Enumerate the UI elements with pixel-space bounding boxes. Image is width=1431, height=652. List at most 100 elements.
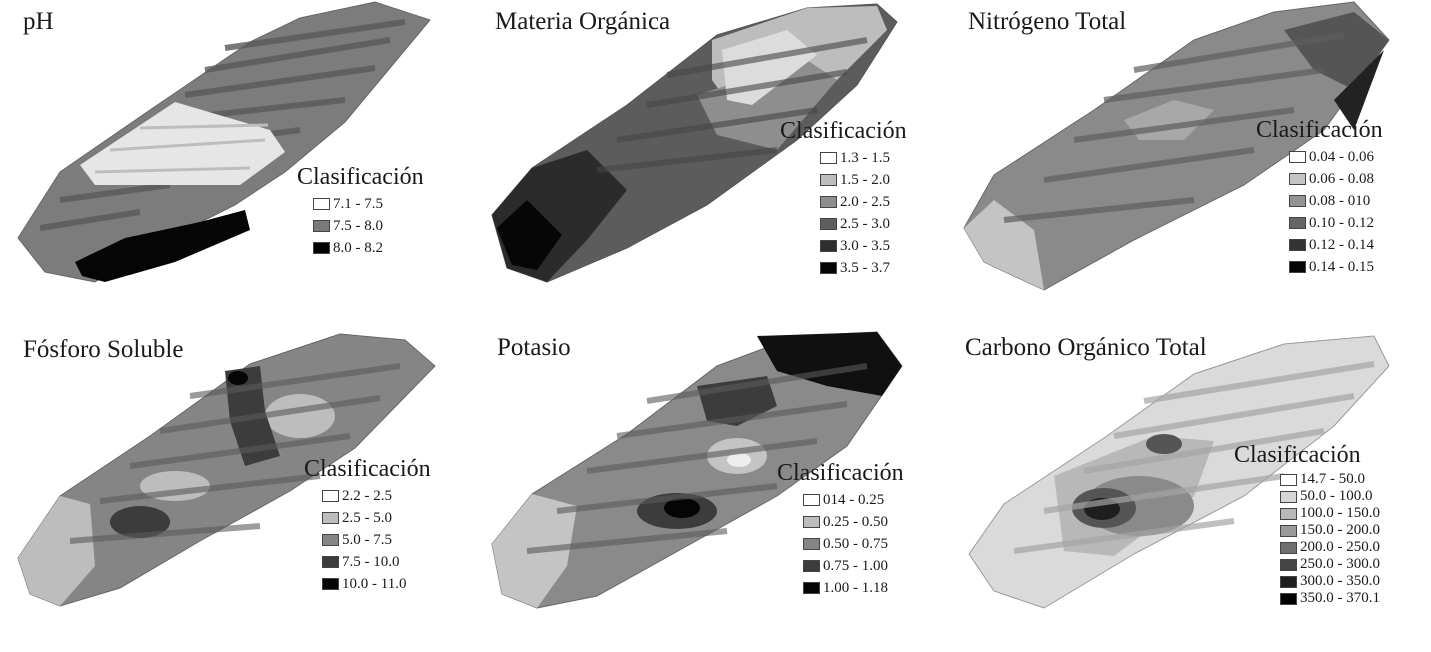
panel-title: Fósforo Soluble bbox=[23, 336, 184, 363]
legend-item: 1.00 - 1.18 bbox=[803, 577, 904, 599]
legend: Clasificación 2.2 - 2.5 2.5 - 5.0 5.0 - 7.… bbox=[304, 456, 431, 595]
legend-item: 0.75 - 1.00 bbox=[803, 555, 904, 577]
legend-label: 3.0 - 3.5 bbox=[840, 237, 890, 254]
legend-item: 10.0 - 11.0 bbox=[322, 573, 431, 595]
legend: Clasificación 014 - 0.25 0.25 - 0.50 0.50 … bbox=[777, 460, 904, 599]
legend-title: Clasificación bbox=[297, 164, 424, 190]
legend-swatch bbox=[313, 198, 330, 210]
legend-label: 250.0 - 300.0 bbox=[1300, 556, 1380, 572]
legend-swatch bbox=[803, 560, 820, 572]
legend-item: 0.50 - 0.75 bbox=[803, 533, 904, 555]
legend-swatch bbox=[322, 578, 339, 590]
legend-item: 7.5 - 10.0 bbox=[322, 551, 431, 573]
legend-label: 100.0 - 150.0 bbox=[1300, 505, 1380, 521]
map-panel-carbono-organico-total: Carbono Orgánico Total Clasificación 14.… bbox=[954, 326, 1431, 652]
legend-item: 0.25 - 0.50 bbox=[803, 511, 904, 533]
legend-label: 3.5 - 3.7 bbox=[840, 259, 890, 276]
panel-title: Carbono Orgánico Total bbox=[965, 334, 1207, 361]
legend-item: 0.04 - 0.06 bbox=[1289, 146, 1383, 168]
legend-item: 0.06 - 0.08 bbox=[1289, 168, 1383, 190]
legend-swatch bbox=[803, 538, 820, 550]
legend-swatch bbox=[820, 262, 837, 274]
legend-label: 0.12 - 0.14 bbox=[1309, 236, 1374, 253]
legend-swatch bbox=[803, 516, 820, 528]
map-panel-materia-organica: Materia Orgánica Clasificación 1.3 - 1.5… bbox=[477, 0, 954, 326]
legend-label: 0.04 - 0.06 bbox=[1309, 148, 1374, 165]
panel-title: Nitrógeno Total bbox=[968, 8, 1127, 35]
legend-label: 150.0 - 200.0 bbox=[1300, 522, 1380, 538]
legend-item: 5.0 - 7.5 bbox=[322, 529, 431, 551]
legend-swatch bbox=[820, 218, 837, 230]
legend-label: 50.0 - 100.0 bbox=[1300, 488, 1373, 504]
legend-label: 200.0 - 250.0 bbox=[1300, 539, 1380, 555]
legend-item: 50.0 - 100.0 bbox=[1280, 488, 1380, 505]
legend: Clasificación 14.7 - 50.0 50.0 - 100.0 100… bbox=[1234, 442, 1380, 607]
legend: Clasificación 7.1 - 7.5 7.5 - 8.0 8.0 - 8.… bbox=[297, 164, 424, 259]
legend-swatch bbox=[1289, 261, 1306, 273]
legend-label: 7.5 - 10.0 bbox=[342, 553, 400, 570]
legend-item: 7.1 - 7.5 bbox=[313, 193, 424, 215]
map-panel-potasio: Potasio Clasificación 014 - 0.25 0.25 - 0… bbox=[477, 326, 954, 652]
legend-swatch bbox=[1280, 524, 1297, 537]
legend-swatch bbox=[820, 152, 837, 164]
legend-label: 014 - 0.25 bbox=[823, 491, 885, 508]
panel-title: pH bbox=[23, 8, 54, 35]
legend-item: 2.5 - 5.0 bbox=[322, 507, 431, 529]
legend-item: 300.0 - 350.0 bbox=[1280, 573, 1380, 590]
legend-swatch bbox=[1289, 217, 1306, 229]
legend-title: Clasificación bbox=[1234, 442, 1361, 468]
map-panel-ph: pH Clasificación 7.1 - 7.5 7.5 - 8.0 8.0 -… bbox=[0, 0, 477, 326]
legend-label: 0.14 - 0.15 bbox=[1309, 258, 1374, 275]
legend-swatch bbox=[1280, 473, 1297, 486]
legend-swatch bbox=[1280, 558, 1297, 571]
legend-label: 7.1 - 7.5 bbox=[333, 195, 383, 212]
legend-item: 2.2 - 2.5 bbox=[322, 485, 431, 507]
legend-label: 2.0 - 2.5 bbox=[840, 193, 890, 210]
map-panel-nitrogeno-total: Nitrógeno Total Clasificación 0.04 - 0.0… bbox=[954, 0, 1431, 326]
legend-label: 10.0 - 11.0 bbox=[342, 575, 407, 592]
legend-item: 350.0 - 370.1 bbox=[1280, 590, 1380, 607]
legend-label: 0.10 - 0.12 bbox=[1309, 214, 1374, 231]
terrain-map-nitrogeno-total bbox=[963, 1, 1390, 291]
legend-label: 300.0 - 350.0 bbox=[1300, 573, 1380, 589]
legend-item: 1.5 - 2.0 bbox=[820, 169, 907, 191]
legend: Clasificación 1.3 - 1.5 1.5 - 2.0 2.0 - 2.… bbox=[780, 118, 907, 279]
legend-swatch bbox=[803, 494, 820, 506]
legend-swatch bbox=[803, 582, 820, 594]
legend-item: 200.0 - 250.0 bbox=[1280, 539, 1380, 556]
legend-item: 14.7 - 50.0 bbox=[1280, 471, 1380, 488]
legend-item: 250.0 - 300.0 bbox=[1280, 556, 1380, 573]
legend-swatch bbox=[1280, 541, 1297, 554]
legend-swatch bbox=[1289, 151, 1306, 163]
legend-swatch bbox=[1280, 490, 1297, 503]
legend-label: 5.0 - 7.5 bbox=[342, 531, 392, 548]
legend-label: 2.2 - 2.5 bbox=[342, 487, 392, 504]
legend-label: 8.0 - 8.2 bbox=[333, 239, 383, 256]
legend-swatch bbox=[1289, 239, 1306, 251]
legend-swatch bbox=[322, 512, 339, 524]
legend-title: Clasificación bbox=[777, 460, 904, 486]
legend-swatch bbox=[1280, 592, 1297, 605]
legend-label: 1.5 - 2.0 bbox=[840, 171, 890, 188]
legend-label: 0.50 - 0.75 bbox=[823, 535, 888, 552]
legend-item: 7.5 - 8.0 bbox=[313, 215, 424, 237]
legend-item: 2.0 - 2.5 bbox=[820, 191, 907, 213]
legend-title: Clasificación bbox=[1256, 117, 1383, 143]
legend-label: 1.3 - 1.5 bbox=[840, 149, 890, 166]
terrain-map-materia-organica bbox=[491, 3, 898, 283]
legend-label: 2.5 - 5.0 bbox=[342, 509, 392, 526]
legend-swatch bbox=[820, 174, 837, 186]
legend-title: Clasificación bbox=[304, 456, 431, 482]
panel-title: Potasio bbox=[497, 334, 571, 361]
legend-label: 0.08 - 010 bbox=[1309, 192, 1371, 209]
terrain-map-fosforo-soluble bbox=[17, 333, 436, 607]
legend-label: 1.00 - 1.18 bbox=[823, 579, 888, 596]
legend-swatch bbox=[322, 556, 339, 568]
legend-title: Clasificación bbox=[780, 118, 907, 144]
legend-label: 350.0 - 370.1 bbox=[1300, 590, 1380, 606]
legend-item: 8.0 - 8.2 bbox=[313, 237, 424, 259]
legend-label: 0.75 - 1.00 bbox=[823, 557, 888, 574]
legend-swatch bbox=[1280, 575, 1297, 588]
legend-label: 2.5 - 3.0 bbox=[840, 215, 890, 232]
legend-item: 100.0 - 150.0 bbox=[1280, 505, 1380, 522]
